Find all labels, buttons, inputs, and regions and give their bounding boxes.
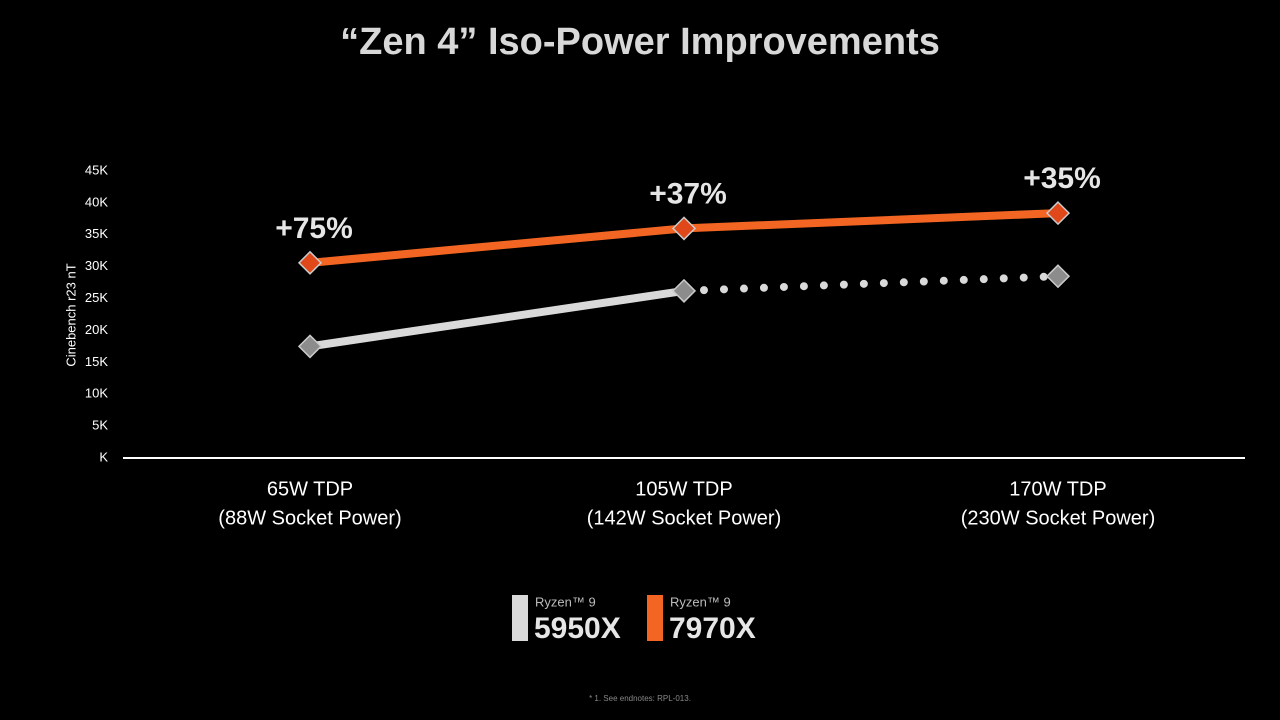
marker [671,278,697,303]
annotation: +35% [1023,162,1101,195]
legend-label: 5950X [534,612,621,645]
chart-title: “Zen 4” Iso-Power Improvements [340,21,940,63]
legend-label: 7970X [669,612,756,645]
marker [671,216,697,241]
y-tick-label: 30K [85,258,108,273]
x-tick-note: (142W Socket Power) [587,507,782,529]
y-axis-label: Cinebench r23 nT [63,263,78,366]
x-tick-label: 105W TDP [635,478,732,500]
x-tick-label: 170W TDP [1009,478,1106,500]
y-tick-label: K [99,449,108,464]
legend-brand: Ryzen™ 9 [670,594,731,609]
line-segment [680,272,1062,295]
annotation: +37% [649,177,727,210]
y-tick-label: 35K [85,226,108,241]
line-segment [306,224,688,267]
line-segment [680,209,1062,233]
x-tick-label: 65W TDP [267,478,353,500]
y-tick-label: 20K [85,322,108,337]
legend-brand: Ryzen™ 9 [535,594,596,609]
marker [297,334,323,359]
footnote: * 1. See endnotes: RPL-013. [589,694,691,703]
marker [1045,264,1071,289]
marker [297,250,323,275]
y-tick-label: 10K [85,386,108,401]
y-tick-label: 15K [85,354,108,369]
y-tick-label: 5K [92,418,108,433]
annotation: +75% [275,212,353,245]
y-tick-label: 40K [85,194,108,209]
y-tick-label: 45K [85,162,108,177]
legend-swatch [512,595,528,641]
line-segment [306,286,688,351]
x-tick-note: (230W Socket Power) [961,507,1156,529]
marker [1045,201,1071,226]
x-tick-note: (88W Socket Power) [218,507,401,529]
y-tick-label: 25K [85,290,108,305]
legend-swatch [647,595,663,641]
